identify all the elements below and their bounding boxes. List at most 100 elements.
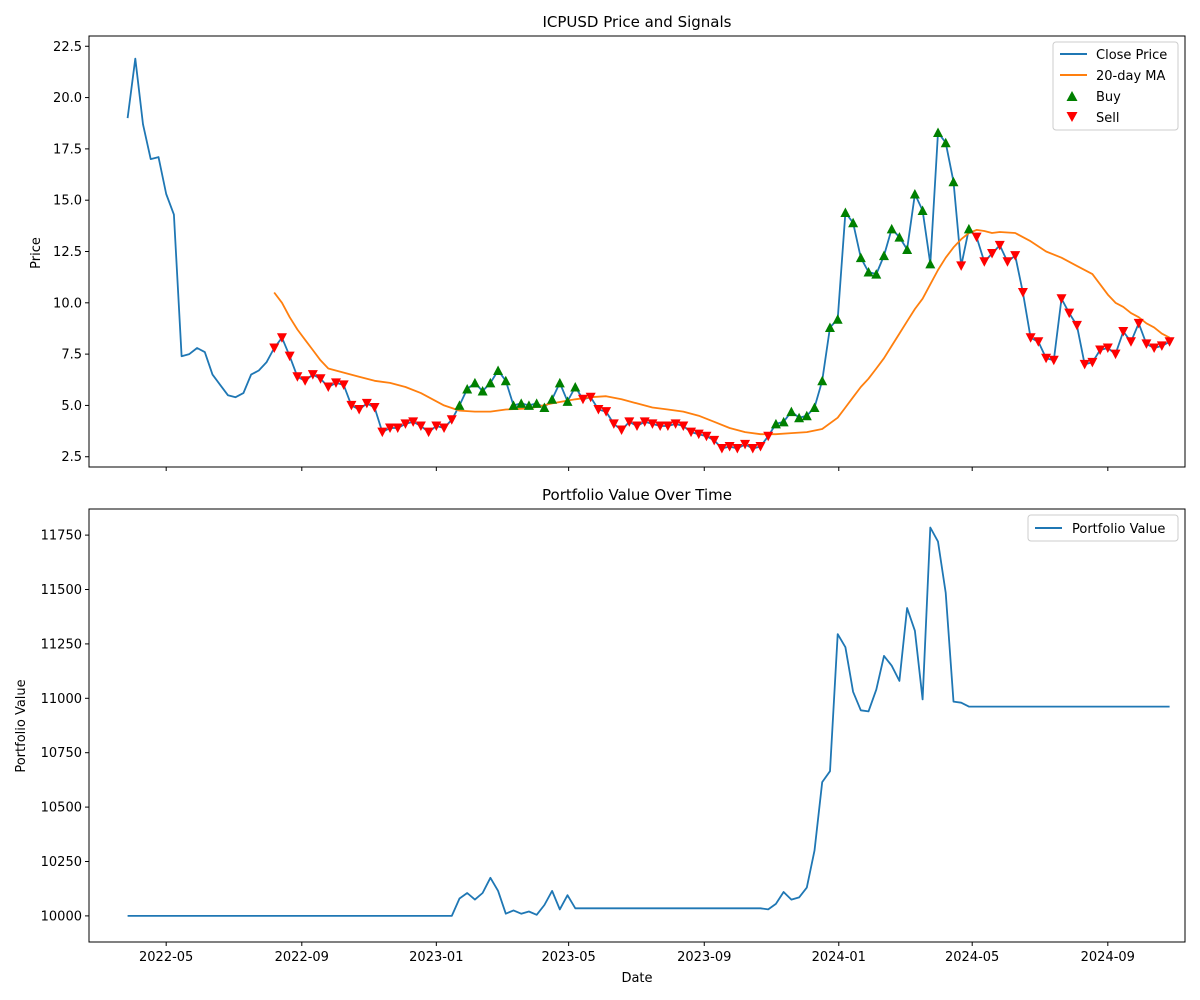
sell-marker: [392, 423, 403, 434]
sell-marker: [377, 427, 388, 438]
buy-marker: [547, 394, 558, 404]
x-tick-label: 2022-09: [275, 950, 329, 965]
price-legend-box: [1052, 41, 1179, 131]
sell-marker: [361, 398, 372, 409]
sell-marker: [755, 441, 766, 452]
sell-marker: [1056, 294, 1067, 304]
sell-marker: [670, 419, 681, 429]
sell-marker: [1149, 343, 1160, 353]
price-legend: Close Price 20-day MA Buy Sell: [1052, 41, 1179, 131]
legend-label-ma: 20-day MA: [1096, 69, 1165, 84]
portfolio-legend: Portfolio Value: [1027, 514, 1179, 542]
sell-marker: [747, 444, 758, 454]
sell-marker: [1002, 257, 1013, 267]
buy-marker: [786, 406, 797, 417]
sell-marker: [979, 257, 990, 267]
sell-marker: [709, 435, 720, 446]
sell-marker: [423, 427, 434, 438]
buy-marker: [878, 250, 889, 261]
buy-marker: [485, 377, 496, 388]
x-tick-label: 2022-05: [139, 950, 193, 965]
sell-marker: [732, 444, 743, 454]
sell-marker: [1025, 333, 1036, 343]
sell-marker: [1156, 341, 1167, 351]
legend-label-sell: Sell: [1096, 111, 1119, 126]
buy-marker: [909, 189, 920, 199]
buy-marker: [562, 396, 573, 406]
y-tick-label: 10000: [41, 909, 82, 924]
sell-marker: [1087, 357, 1098, 368]
sell-marker: [624, 417, 635, 427]
sell-marker: [276, 333, 287, 343]
y-tick-label: 22.5: [53, 40, 82, 55]
legend-label-close-price: Close Price: [1096, 48, 1167, 63]
sell-marker: [1102, 343, 1113, 353]
buy-marker: [554, 377, 565, 388]
sell-marker: [616, 425, 627, 436]
buy-marker: [770, 418, 781, 429]
sell-marker: [330, 378, 341, 388]
buy-marker: [925, 258, 936, 269]
buy-marker: [902, 244, 913, 254]
y-tick-label: 10750: [41, 746, 82, 761]
sell-marker: [323, 382, 334, 392]
sell-marker: [724, 441, 735, 452]
portfolio-plot-area: [127, 526, 1170, 917]
legend-buy-marker: [1066, 91, 1078, 101]
sell-marker: [1071, 320, 1082, 331]
buy-marker: [454, 400, 465, 410]
price-chart-title: ICPUSD Price and Signals: [542, 13, 731, 31]
sell-marker: [601, 407, 612, 417]
buy-marker: [809, 402, 820, 412]
x-tick-label: 2024-09: [1081, 950, 1135, 965]
sell-marker: [1010, 251, 1021, 261]
sell-marker: [1064, 308, 1075, 319]
sell-marker: [300, 376, 311, 386]
buy-marker: [570, 381, 581, 392]
y-tick-label: 11500: [41, 583, 82, 598]
portfolio-chart-title: Portfolio Value Over Time: [542, 486, 732, 504]
sell-marker: [632, 421, 642, 431]
sell-marker: [415, 421, 426, 431]
sell-marker: [593, 405, 604, 415]
y-tick-label: 10500: [41, 801, 82, 816]
buy-marker: [817, 375, 828, 386]
price-y-axis-label: Price: [29, 237, 44, 269]
sell-marker: [307, 370, 318, 380]
buy-marker: [886, 223, 897, 234]
sell-marker: [1079, 359, 1090, 370]
sell-marker: [269, 343, 280, 353]
buy-marker: [917, 205, 928, 215]
y-tick-label: 17.5: [53, 142, 82, 157]
sell-marker: [284, 351, 295, 362]
sell-marker: [716, 444, 727, 454]
buy-marker: [871, 269, 882, 279]
portfolio-x-ticks: 2022-05 2022-09 2023-01 2023-05 2023-09 2024-…: [139, 942, 1135, 965]
y-tick-label: 12.5: [53, 245, 82, 260]
sell-marker: [693, 429, 704, 440]
sell-marker: [956, 261, 967, 271]
legend-label-buy: Buy: [1096, 90, 1121, 105]
sell-marker: [1041, 353, 1052, 364]
price-plot-area: [126, 57, 1175, 454]
sell-marker: [577, 394, 588, 405]
y-tick-label: 11000: [41, 692, 82, 707]
sell-marker: [1033, 337, 1044, 347]
buy-marker: [523, 400, 534, 410]
price-axes-frame: [88, 35, 1186, 468]
series-line-ma: [273, 228, 1171, 436]
x-tick-label: 2023-01: [409, 950, 463, 965]
buy-marker: [794, 412, 805, 423]
buy-marker: [469, 377, 480, 388]
sell-marker: [1125, 337, 1136, 347]
sell-marker: [639, 417, 650, 427]
sell-marker: [701, 431, 712, 442]
y-tick-label: 7.5: [61, 348, 82, 363]
buy-marker: [963, 223, 974, 234]
sell-marker: [740, 439, 751, 450]
x-tick-label: 2024-01: [812, 950, 866, 965]
buy-marker: [894, 232, 905, 242]
x-tick-label: 2023-09: [677, 950, 731, 965]
buy-marker: [863, 267, 874, 277]
